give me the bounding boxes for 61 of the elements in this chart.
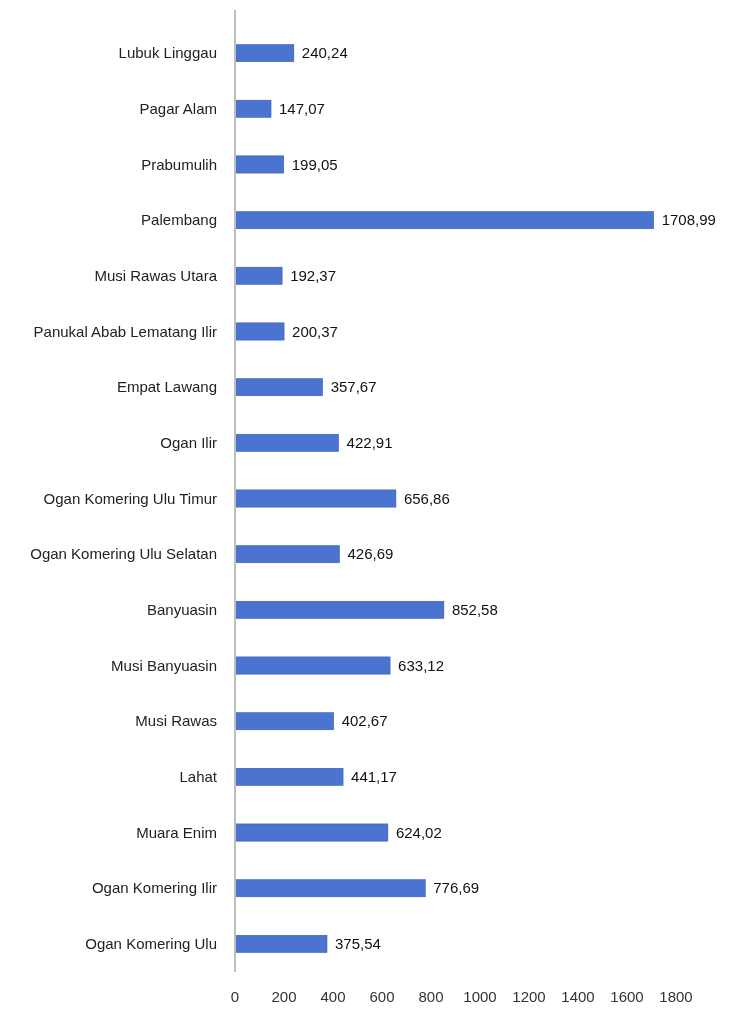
y-tick-label: Ogan Komering Ulu (85, 935, 217, 953)
bar (234, 545, 340, 564)
y-tick-label: Lubuk Linggau (118, 44, 217, 62)
y-tick-label: Lahat (179, 768, 218, 786)
data-label: 357,67 (330, 378, 377, 396)
bar (234, 322, 285, 341)
data-label: 852,58 (451, 601, 498, 619)
data-label: 422,91 (346, 434, 393, 452)
data-label: 240,24 (301, 44, 348, 62)
data-label: 441,17 (351, 768, 397, 786)
y-tick-label: Banyuasin (146, 601, 217, 619)
bar (234, 489, 397, 508)
y-tick-label: Ogan Komering Ilir (91, 879, 217, 897)
bar (234, 266, 283, 285)
x-tick-label: 1200 (512, 988, 546, 1005)
data-label: 402,67 (341, 712, 388, 730)
data-label: 656,86 (403, 489, 450, 507)
bar (234, 823, 389, 842)
bar (234, 767, 344, 786)
bar (234, 656, 391, 675)
data-label: 147,07 (279, 100, 325, 118)
bar (234, 99, 272, 118)
data-label: 1708,99 (661, 211, 716, 229)
bar (234, 378, 323, 397)
data-label: 199,05 (291, 155, 338, 173)
y-tick-label: Ogan Ilir (160, 434, 217, 452)
y-tick-label: Prabumulih (141, 155, 217, 173)
x-tick-label: 1400 (561, 988, 595, 1005)
y-tick-label: Musi Rawas (135, 712, 217, 730)
x-tick-label: 200 (271, 988, 297, 1005)
x-tick-label: 1800 (659, 988, 693, 1005)
y-tick-label: Musi Banyuasin (111, 656, 217, 674)
x-tick-label: 600 (369, 988, 395, 1005)
y-tick-label: Palembang (141, 211, 217, 229)
y-tick-label: Ogan Komering Ulu Selatan (30, 545, 217, 563)
y-tick-label: Panukal Abab Lematang Ilir (33, 322, 217, 340)
bar (234, 155, 285, 174)
y-tick-label: Ogan Komering Ulu Timur (43, 489, 217, 507)
y-tick-label: Empat Lawang (116, 378, 217, 396)
data-label: 624,02 (395, 823, 442, 841)
y-tick-label: Pagar Alam (139, 100, 217, 118)
data-label: 426,69 (347, 545, 394, 563)
data-label: 776,69 (433, 879, 480, 897)
data-label: 375,54 (335, 935, 381, 953)
bar (234, 600, 445, 619)
x-tick-label: 800 (418, 988, 444, 1005)
bar (234, 211, 654, 230)
x-tick-label: 400 (320, 988, 346, 1005)
y-tick-label: Muara Enim (136, 823, 217, 841)
bar (234, 44, 295, 62)
x-tick-label: 0 (230, 988, 240, 1005)
data-label: 192,37 (290, 267, 337, 285)
data-label: 200,37 (292, 322, 338, 340)
bar (234, 935, 328, 953)
bar (234, 879, 426, 898)
data-label: 633,12 (398, 656, 445, 674)
x-tick-label: 1000 (463, 988, 497, 1005)
x-tick-label: 1600 (610, 988, 644, 1005)
bar (234, 433, 339, 452)
bar (234, 712, 334, 731)
y-tick-label: Musi Rawas Utara (94, 267, 218, 285)
